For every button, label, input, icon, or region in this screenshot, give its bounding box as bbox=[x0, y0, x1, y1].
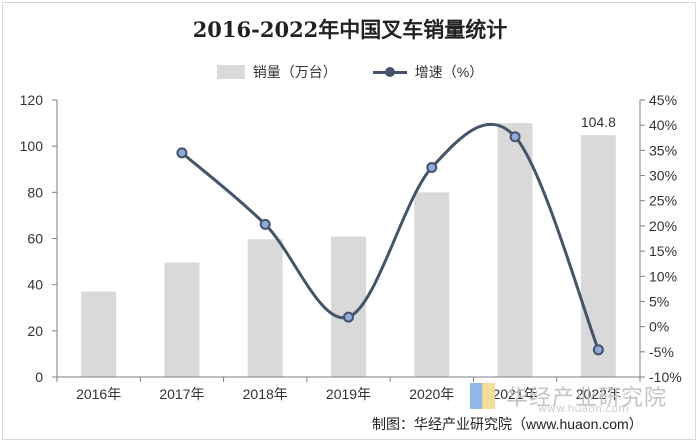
y-left-tick-label: 60 bbox=[27, 231, 43, 247]
y-right-tick-label: -10% bbox=[649, 369, 682, 385]
y-right-tick-label: 25% bbox=[649, 193, 677, 209]
growth-point-2018年 bbox=[259, 218, 271, 230]
legend-line-swatch bbox=[372, 65, 407, 79]
growth-line bbox=[180, 123, 600, 351]
chart-title: 2016-2022年中国叉车销量统计 bbox=[192, 17, 508, 42]
x-tick-label: 2020年 bbox=[409, 386, 454, 402]
bar-2018年 bbox=[247, 239, 283, 377]
y-left-tick-label: 40 bbox=[27, 277, 43, 293]
y-right-tick-label: 15% bbox=[649, 243, 677, 259]
y-right-tick-label: 0% bbox=[649, 319, 669, 335]
growth-point-2020年 bbox=[426, 161, 438, 173]
y-left-tick-label: 120 bbox=[20, 92, 44, 108]
axes: 0 20 40 60 80 100 120 -10% -5% 0% 5% 10% 15% 20% 25% 30… bbox=[20, 92, 682, 402]
y-right-tick-label: -5% bbox=[649, 344, 674, 360]
y-right-tick-label: 30% bbox=[649, 168, 677, 184]
legend-bar-swatch bbox=[216, 65, 245, 79]
y-left-tick-label: 100 bbox=[20, 138, 44, 154]
bar-2017年 bbox=[164, 262, 200, 377]
watermark-url: www.huaon.com bbox=[538, 402, 629, 415]
growth-point-2019年 bbox=[343, 311, 354, 323]
bar-2022年 bbox=[580, 135, 616, 377]
line-series bbox=[176, 123, 604, 356]
growth-point-2017年 bbox=[176, 147, 188, 159]
bar-2016年 bbox=[81, 291, 117, 377]
y-right-tick-label: 20% bbox=[649, 218, 677, 234]
x-tick-label: 2021年 bbox=[492, 386, 537, 402]
legend-item-growth: 增速（%） bbox=[372, 62, 484, 82]
watermark-logo-icon bbox=[470, 383, 500, 409]
data-label-2022年: 104.8 bbox=[581, 114, 616, 130]
x-tick-label: 2019年 bbox=[326, 386, 371, 402]
y-right-tick-label: 10% bbox=[649, 268, 677, 284]
x-tick-label: 2017年 bbox=[159, 386, 204, 402]
growth-point-2021年 bbox=[509, 131, 521, 143]
y-left-tick-label: 20 bbox=[27, 323, 43, 339]
watermark-text: 华经产业研究院 bbox=[506, 386, 668, 411]
x-tick-label: 2016年 bbox=[76, 386, 121, 402]
legend-growth-label: 增速（%） bbox=[414, 64, 484, 80]
bar-2021年 bbox=[497, 123, 533, 377]
watermark: 华经产业研究院 bbox=[470, 376, 680, 416]
bar-2020年 bbox=[414, 192, 450, 377]
legend-item-sales: 销量（万台） bbox=[216, 62, 337, 82]
y-right-tick-label: 45% bbox=[649, 92, 677, 108]
y-right-tick-label: 5% bbox=[649, 293, 669, 309]
growth-point-2022年 bbox=[592, 344, 604, 356]
chart-legend: 销量（万台） 增速（%） bbox=[0, 62, 700, 82]
y-left-tick-label: 80 bbox=[27, 184, 43, 200]
y-right-tick-label: 35% bbox=[649, 142, 677, 158]
y-right-tick-label: 40% bbox=[649, 117, 677, 133]
x-tick-label: 2018年 bbox=[243, 386, 288, 402]
x-tick-label: 2022年 bbox=[576, 386, 621, 402]
source-note: 制图：华经产业研究院（www.huaon.com） bbox=[372, 416, 643, 432]
y-left-tick-label: 0 bbox=[35, 369, 43, 385]
legend-sales-label: 销量（万台） bbox=[252, 64, 337, 80]
bar-series: 104.8 bbox=[81, 114, 616, 377]
